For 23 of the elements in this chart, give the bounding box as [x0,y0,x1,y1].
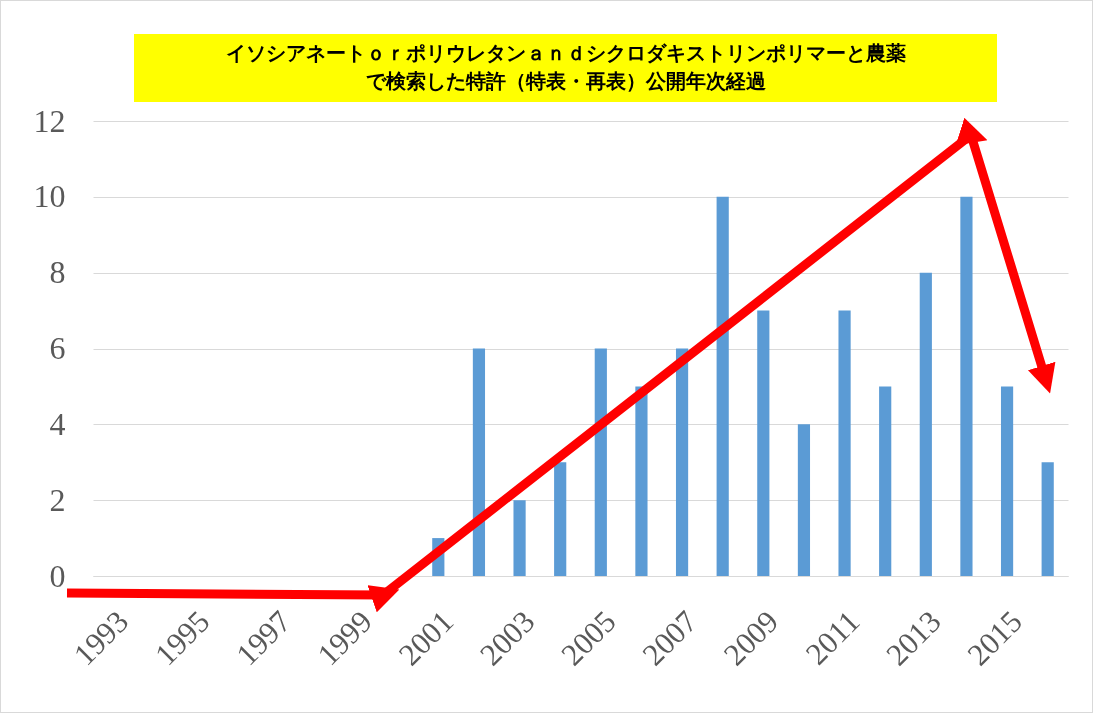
y-tick-label: 10 [33,178,66,215]
y-tick-label: 6 [49,330,66,366]
bar [797,424,811,576]
y-tick-label: 8 [49,254,66,291]
y-tick-label: 12 [33,102,66,139]
bar [472,348,486,576]
bar [675,348,689,576]
bar [960,196,973,576]
bar [716,196,729,576]
bar [757,310,770,576]
y-tick-label: 2 [49,481,66,518]
bar [919,272,932,576]
y-tick-label: 4 [49,405,66,442]
bar [1041,462,1054,576]
bar [838,310,851,576]
y-tick-label: 0 [49,557,66,594]
chart-title: イソシアネートｏｒポリウレタンａｎｄシクロダキストリンポリマーと農薬で検索した特許（特表・再表）公開年次経過 [224,41,907,94]
bar [513,500,526,576]
bar [554,462,567,576]
bar [635,386,648,576]
bar [1000,386,1014,576]
bar [594,348,607,576]
bar [879,386,892,576]
